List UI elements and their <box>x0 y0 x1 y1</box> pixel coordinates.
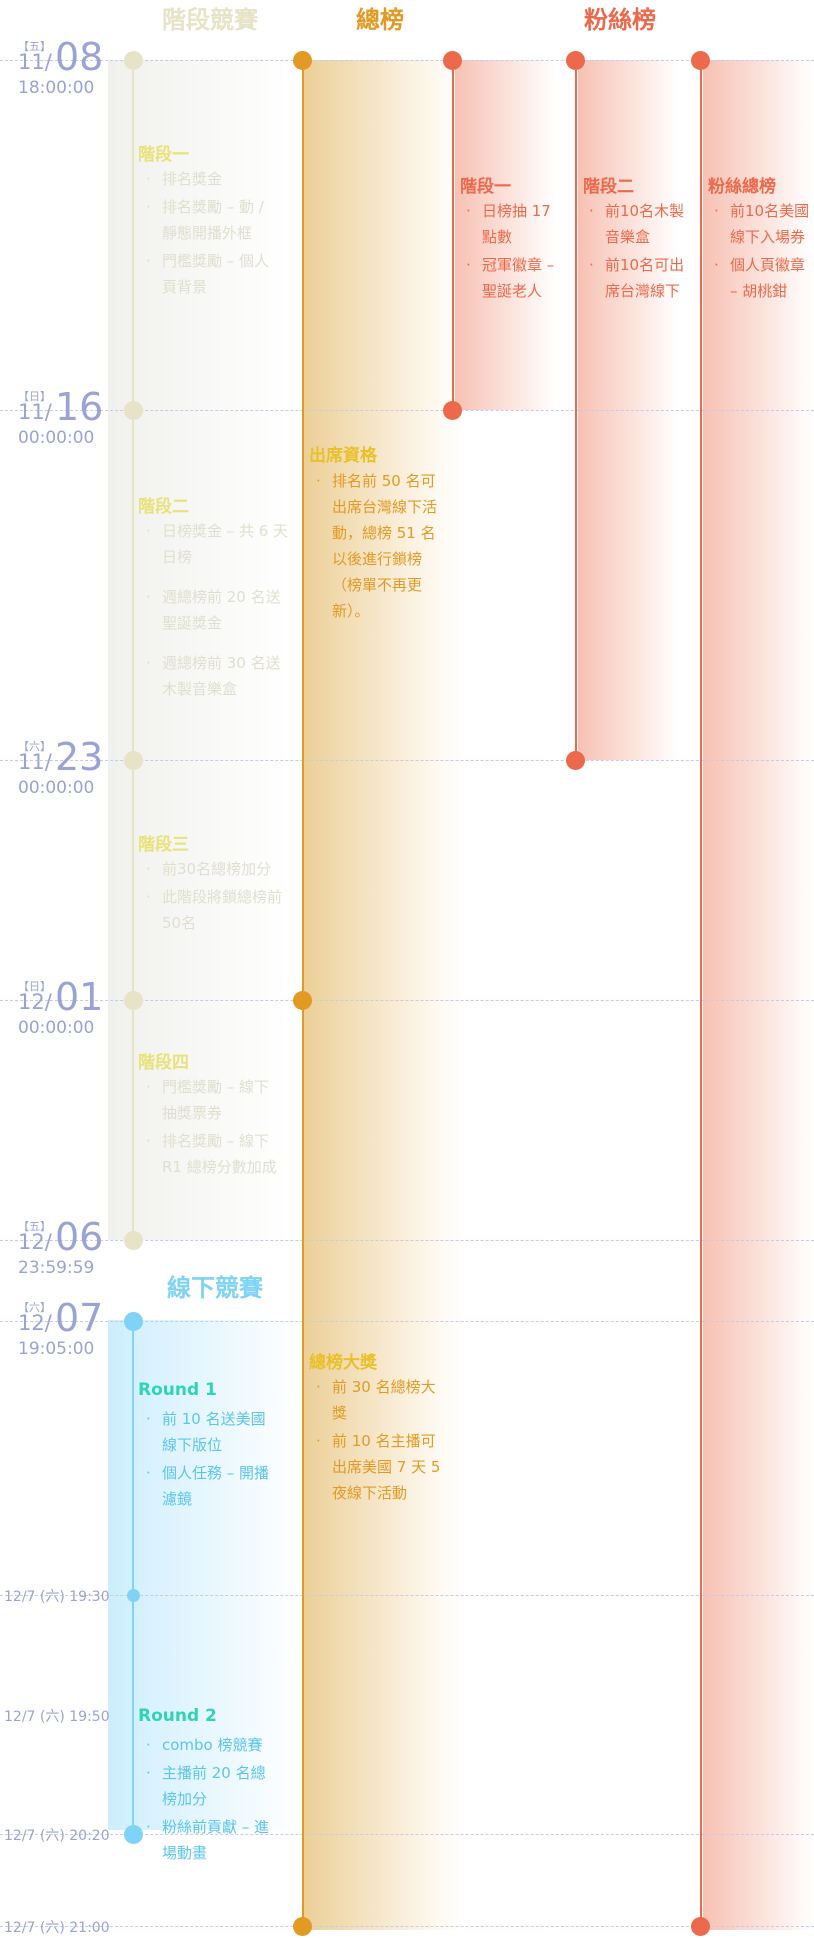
fan-stage-2-item: 前10名可出席台灣線下 <box>583 252 693 304</box>
fan-stage-2-list: 前10名木製音樂盒 前10名可出席台灣線下 <box>583 198 693 306</box>
round-2-title: Round 2 <box>138 1706 217 1726</box>
time-label: 12/7 (六) 19:30 <box>4 1589 110 1605</box>
fan-dot <box>443 51 462 70</box>
stage-2-list: 日榜獎金 – 共 6 天日榜 週總榜前 20 名送聖誕獎金 週總榜前 30 名送… <box>140 518 290 704</box>
round-1-list: 前 10 名送美國線下版位 個人任務 – 開播濾鏡 <box>140 1406 280 1514</box>
stage-4-item: 排名獎勵 – 線下 R1 總榜分數加成 <box>140 1128 280 1180</box>
date-day: 06 <box>55 1215 104 1259</box>
total-prize-list: 前 30 名總榜大獎 前 10 名主播可出席美國 7 天 5 夜線下活動 <box>310 1374 448 1508</box>
stage-dot <box>124 1231 143 1250</box>
stage-dot <box>124 401 143 420</box>
fan-stage-2-item: 前10名木製音樂盒 <box>583 198 693 250</box>
total-prize-item: 前 10 名主播可出席美國 7 天 5 夜線下活動 <box>310 1428 448 1506</box>
stage-2-item: 週總榜前 30 名送木製音樂盒 <box>140 650 290 702</box>
stage-3-list: 前30名總榜加分 此階段將鎖總榜前50名 <box>140 856 290 938</box>
time-label: 12/7 (六) 20:20 <box>4 1828 110 1844</box>
stage-4-item: 門檻獎勵 – 線下抽獎票券 <box>140 1074 280 1126</box>
stage-1-item: 門檻獎勵 – 個人頁背景 <box>140 248 280 300</box>
offline-header: 線下競賽 <box>167 1274 263 1302</box>
fan-total-list: 前10名美國線下入場券 個人頁徽章 – 胡桃鉗 <box>708 198 812 306</box>
date-month: 11/ <box>18 750 52 774</box>
total-header: 總榜 <box>356 6 404 34</box>
fan-stage-1-item: 冠軍徽章 – 聖誕老人 <box>460 252 568 304</box>
fan-stage-1-title: 階段一 <box>460 177 511 197</box>
fan-dot <box>691 1917 710 1936</box>
total-dot <box>293 1917 312 1936</box>
date-day: 16 <box>55 385 104 429</box>
date-day: 07 <box>55 1296 104 1340</box>
round-1-title: Round 1 <box>138 1380 217 1400</box>
time-label: 12/7 (六) 21:00 <box>4 1920 110 1936</box>
stage-dot <box>124 51 143 70</box>
total-qualify-list: 排名前 50 名可出席台灣線下活動，總榜 51 名以後進行鎖榜（榜單不再更新）。 <box>310 468 448 626</box>
time-label: 12/7 (六) 19:50 <box>4 1709 110 1725</box>
date-day-tag: 【六】 <box>18 740 51 753</box>
date-day-tag: 【日】 <box>18 980 51 993</box>
total-dot <box>293 51 312 70</box>
fan-total-item: 前10名美國線下入場券 <box>708 198 812 250</box>
fan-total-title: 粉絲總榜 <box>708 177 776 197</box>
stage-4-title: 階段四 <box>138 1053 189 1073</box>
date-month: 12/ <box>18 1311 52 1335</box>
date-day: 08 <box>55 35 104 79</box>
round-2-item: combo 榜競賽 <box>140 1732 280 1758</box>
fan-header: 粉絲榜 <box>584 6 656 34</box>
round-2-list: combo 榜競賽 主播前 20 名總榜加分 粉絲前貢獻 – 進場動畫 <box>140 1732 280 1868</box>
offline-dot <box>127 1589 140 1602</box>
fan-dot <box>443 401 462 420</box>
date-month: 11/ <box>18 50 52 74</box>
date-time: 19:05:00 <box>18 1339 95 1359</box>
date-day-tag: 【日】 <box>18 390 51 403</box>
stage-header: 階段競賽 <box>162 6 258 34</box>
offline-dot <box>124 1312 143 1331</box>
date-time: 23:59:59 <box>18 1258 95 1278</box>
stage-1-list: 排名獎金 排名獎勵 – 動 / 靜態開播外框 門檻獎勵 – 個人頁背景 <box>140 166 280 302</box>
date-time: 00:00:00 <box>18 1018 95 1038</box>
stage-4-list: 門檻獎勵 – 線下抽獎票券 排名獎勵 – 線下 R1 總榜分數加成 <box>140 1074 280 1182</box>
round-1-item: 前 10 名送美國線下版位 <box>140 1406 280 1458</box>
total-dot <box>293 991 312 1010</box>
date-day-tag: 【五】 <box>18 1220 51 1233</box>
total-qualify-item: 排名前 50 名可出席台灣線下活動，總榜 51 名以後進行鎖榜（榜單不再更新）。 <box>310 468 448 624</box>
stage-dot <box>124 751 143 770</box>
offline-dot <box>124 1825 143 1844</box>
total-prize-item: 前 30 名總榜大獎 <box>310 1374 448 1426</box>
stage-dot <box>124 991 143 1010</box>
stage-1-item: 排名獎勵 – 動 / 靜態開播外框 <box>140 194 280 246</box>
round-1-item: 個人任務 – 開播濾鏡 <box>140 1460 280 1512</box>
fan-dot <box>566 51 585 70</box>
round-2-item: 主播前 20 名總榜加分 <box>140 1760 280 1812</box>
total-prize-title: 總榜大獎 <box>309 1353 377 1373</box>
fan-dot <box>691 51 710 70</box>
fan-total-item: 個人頁徽章 – 胡桃鉗 <box>708 252 812 304</box>
stage-1-item: 排名獎金 <box>140 166 280 192</box>
total-qualify-title: 出席資格 <box>309 446 377 466</box>
date-month: 11/ <box>18 400 52 424</box>
date-day-tag: 【五】 <box>18 40 51 53</box>
date-time: 00:00:00 <box>18 778 95 798</box>
date-day: 23 <box>55 735 104 779</box>
fan-dot <box>566 751 585 770</box>
date-time: 00:00:00 <box>18 428 95 448</box>
fan-stage-1-list: 日榜抽 17 點數 冠軍徽章 – 聖誕老人 <box>460 198 568 306</box>
stage-3-title: 階段三 <box>138 835 189 855</box>
stage-3-item: 前30名總榜加分 <box>140 856 290 882</box>
fan-stage-2-title: 階段二 <box>583 177 634 197</box>
stage-2-title: 階段二 <box>138 497 189 517</box>
stage-3-item: 此階段將鎖總榜前50名 <box>140 884 290 936</box>
date-month: 12/ <box>18 1230 52 1254</box>
date-day-tag: 【六】 <box>18 1301 51 1314</box>
stage-1-title: 階段一 <box>138 145 189 165</box>
fan-stage-1-item: 日榜抽 17 點數 <box>460 198 568 250</box>
date-month: 12/ <box>18 990 52 1014</box>
date-time: 18:00:00 <box>18 78 95 98</box>
date-day: 01 <box>55 975 104 1019</box>
stage-2-item: 週總榜前 20 名送聖誕獎金 <box>140 584 290 636</box>
stage-2-item: 日榜獎金 – 共 6 天日榜 <box>140 518 290 570</box>
round-2-item: 粉絲前貢獻 – 進場動畫 <box>140 1814 280 1866</box>
